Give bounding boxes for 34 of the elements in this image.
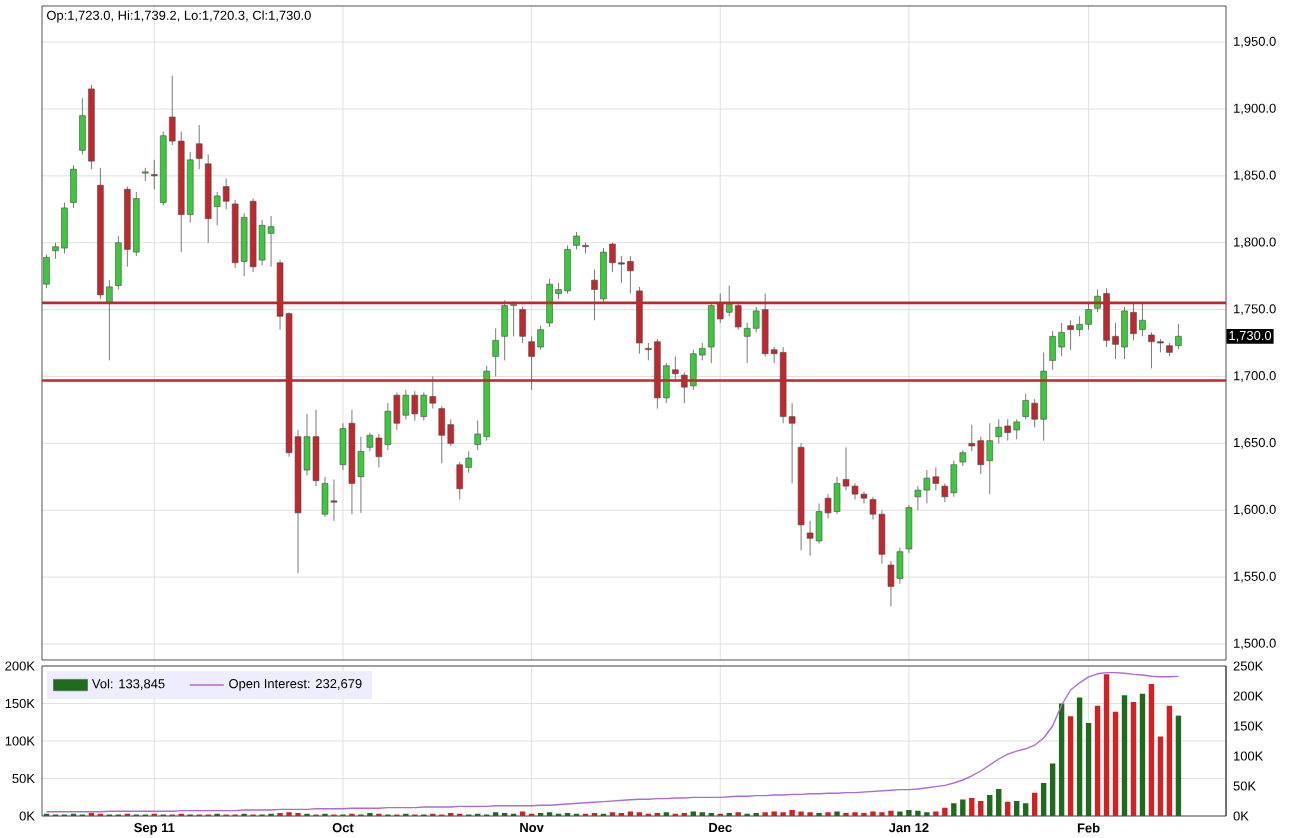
bar [996, 789, 1002, 816]
bar [1094, 705, 1101, 816]
bar [969, 798, 975, 816]
bar [1067, 716, 1074, 816]
bar [1157, 736, 1164, 816]
candlestick [438, 405, 446, 464]
bar [1166, 705, 1173, 816]
bar [1049, 763, 1056, 816]
bar [1148, 684, 1155, 816]
candlestick [366, 432, 374, 452]
bar [1139, 693, 1146, 816]
bar [1005, 801, 1011, 816]
bar [987, 795, 993, 816]
candlestick [43, 254, 50, 289]
bar [1076, 697, 1083, 816]
bar [1130, 702, 1137, 816]
bar [1014, 801, 1020, 816]
bar [1058, 703, 1065, 816]
bar [1085, 723, 1092, 816]
bar [1031, 792, 1038, 816]
candlestick [195, 124, 203, 170]
bar [1112, 711, 1119, 816]
bar [978, 801, 984, 816]
bar [1103, 674, 1110, 816]
candlestick [914, 485, 922, 511]
candlestick [492, 327, 499, 377]
candlestick [222, 178, 230, 210]
candlestick [905, 504, 913, 554]
bar [1022, 803, 1029, 816]
bar [1040, 783, 1047, 816]
bar [1121, 695, 1128, 816]
candlestick [142, 167, 149, 182]
candlestick [70, 164, 77, 209]
bar [1175, 715, 1182, 816]
